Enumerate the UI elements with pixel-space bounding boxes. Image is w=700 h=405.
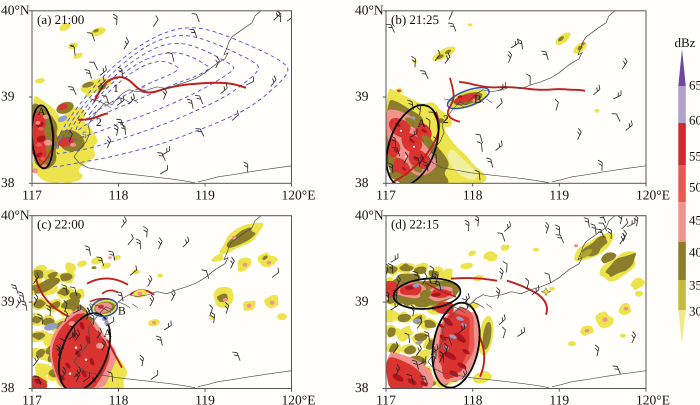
svg-text:118: 118 [463,187,483,202]
svg-text:40: 40 [689,245,700,260]
svg-text:35: 35 [689,278,700,293]
svg-text:39: 39 [355,294,369,309]
svg-text:118: 118 [109,187,129,202]
svg-text:117: 117 [376,393,396,405]
svg-text:(b) 21:25: (b) 21:25 [391,12,439,27]
svg-text:(d) 22:15: (d) 22:15 [391,217,439,232]
svg-text:B: B [474,94,482,106]
svg-text:30: 30 [689,304,700,319]
svg-text:55: 55 [689,149,700,164]
svg-text:117: 117 [22,187,42,202]
svg-text:119: 119 [195,393,215,405]
svg-text:2: 2 [96,117,102,129]
svg-text:40°N: 40°N [1,207,30,222]
svg-text:120°E: 120°E [282,393,316,405]
svg-text:5: 5 [82,131,87,141]
svg-text:50: 50 [689,180,700,195]
svg-text:38: 38 [1,380,15,395]
svg-text:118: 118 [109,393,129,405]
svg-text:A: A [38,106,46,118]
svg-text:1: 1 [113,83,119,95]
svg-text:40°N: 40°N [355,2,384,17]
svg-text:38: 38 [1,175,15,190]
svg-text:2: 2 [443,114,449,126]
svg-text:118: 118 [463,393,483,405]
svg-text:119: 119 [549,187,569,202]
svg-text:65: 65 [689,78,700,93]
svg-text:A: A [104,328,113,340]
svg-text:60: 60 [689,113,700,128]
svg-text:39: 39 [1,89,15,104]
svg-text:119: 119 [195,187,215,202]
svg-text:dBz: dBz [675,35,696,50]
svg-text:117: 117 [376,187,396,202]
svg-text:(c) 22:00: (c) 22:00 [37,217,84,232]
svg-text:45: 45 [689,213,700,228]
svg-text:(a) 21:00: (a) 21:00 [37,12,84,27]
svg-text:40°N: 40°N [355,207,384,222]
svg-text:120°E: 120°E [636,187,670,202]
svg-text:120°E: 120°E [636,393,670,405]
svg-text:38: 38 [355,175,369,190]
svg-text:B: B [118,306,126,318]
svg-text:119: 119 [549,393,569,405]
svg-text:39: 39 [355,89,369,104]
svg-text:38: 38 [355,380,369,395]
svg-text:120°E: 120°E [282,187,316,202]
svg-text:A: A [418,118,427,130]
svg-text:39: 39 [1,294,15,309]
svg-text:117: 117 [22,393,42,405]
svg-text:40°N: 40°N [1,2,30,17]
svg-text:C: C [429,275,437,287]
